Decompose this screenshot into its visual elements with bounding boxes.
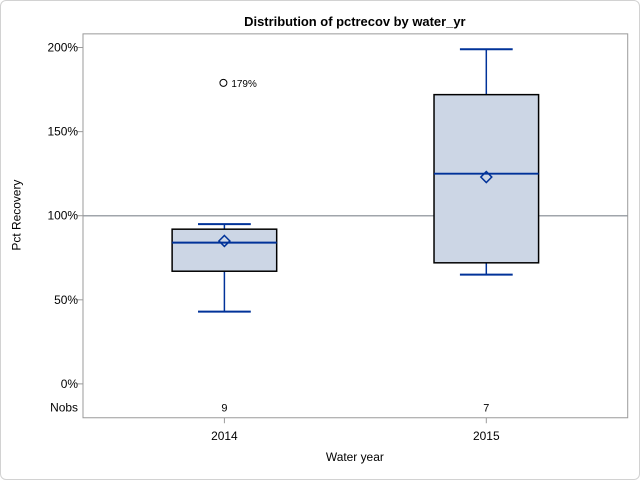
outlier-marker xyxy=(219,78,228,87)
x-tick-label: 2014 xyxy=(211,429,238,443)
nobs-value: 9 xyxy=(221,402,227,414)
y-tick-label: 0% xyxy=(61,377,79,391)
y-axis-title: Pct Recovery xyxy=(9,180,23,251)
outlier-value-label: 179% xyxy=(231,79,257,90)
nobs-row-label: Nobs xyxy=(50,400,78,414)
y-tick-label: 100% xyxy=(47,209,78,223)
nobs-value: 7 xyxy=(483,402,489,414)
y-tick-label: 200% xyxy=(47,41,78,55)
plot-frame xyxy=(82,33,629,419)
y-tick-label: 150% xyxy=(47,125,78,139)
x-axis-title: Water year xyxy=(326,450,384,464)
iqr-box-2015 xyxy=(433,93,540,264)
y-tick-label: 50% xyxy=(54,293,78,307)
x-tick-label: 2015 xyxy=(473,429,500,443)
mean-diamond-marker xyxy=(479,170,493,184)
mean-diamond-marker xyxy=(217,234,231,248)
plot-area: 0% 50% 100% 150% 200% 179% 2014 9 2015 7 xyxy=(47,33,629,443)
chart-title: Distribution of pctrecov by water_yr xyxy=(244,14,465,29)
